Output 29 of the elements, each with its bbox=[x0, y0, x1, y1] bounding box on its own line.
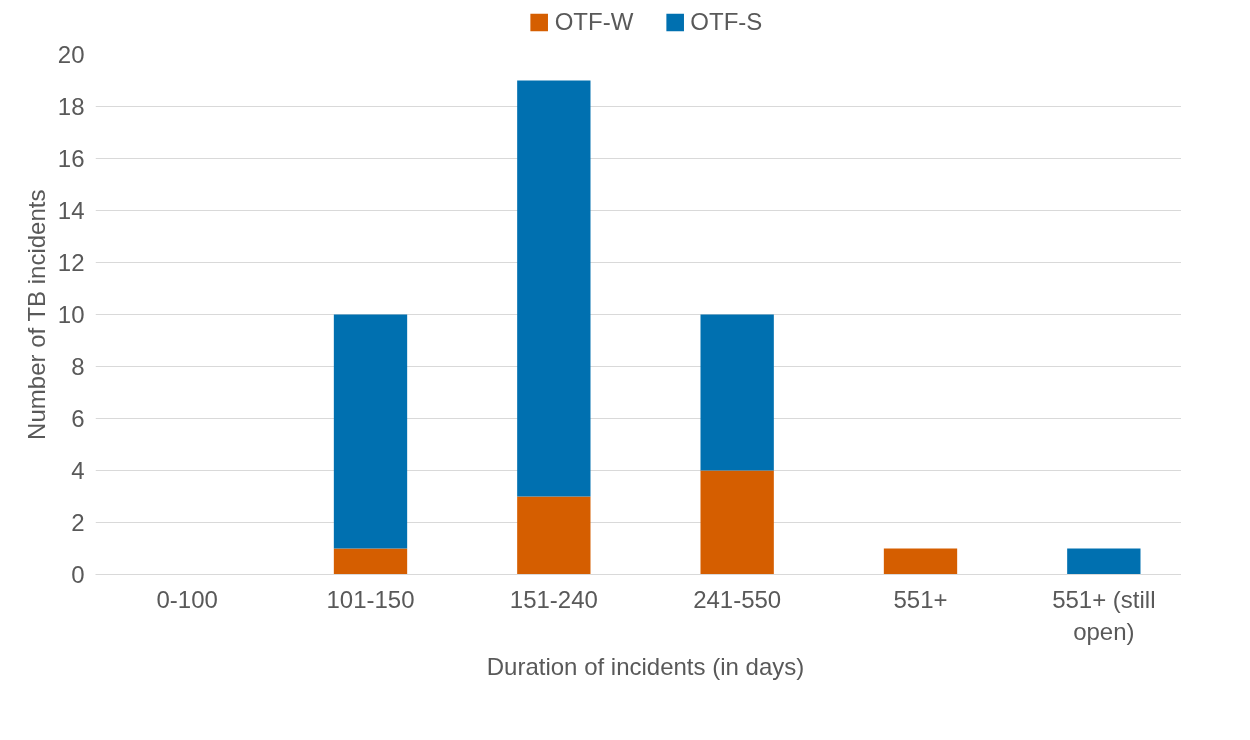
y-tick-label: 2 bbox=[71, 509, 85, 536]
bar bbox=[700, 470, 774, 575]
y-tick-label: 20 bbox=[57, 41, 85, 68]
legend-label: OTF-W bbox=[554, 8, 634, 36]
y-tick-label: 14 bbox=[57, 197, 85, 224]
x-tick-label: 241-550 bbox=[693, 585, 782, 613]
bar bbox=[517, 496, 591, 575]
x-tick-label: 551+ bbox=[893, 585, 948, 613]
y-axis-title: Number of TB incidents bbox=[22, 189, 50, 440]
x-tick-label: 0-100 bbox=[156, 585, 218, 613]
y-tick-label: 6 bbox=[71, 405, 85, 432]
x-tick-label: 101-150 bbox=[326, 585, 415, 613]
x-tick-label: 151-240 bbox=[509, 585, 598, 613]
legend-label: OTF-S bbox=[690, 8, 763, 36]
x-tick-label: 551+ (still open) bbox=[1052, 585, 1156, 645]
y-tick-label: 0 bbox=[71, 561, 85, 588]
bar bbox=[883, 548, 958, 575]
y-tick-label: 4 bbox=[71, 457, 85, 484]
y-tick-label: 8 bbox=[71, 353, 85, 380]
bar bbox=[333, 314, 408, 549]
bar bbox=[1067, 548, 1141, 575]
bar bbox=[333, 548, 408, 575]
y-tick-label: 18 bbox=[57, 93, 85, 120]
bar bbox=[517, 80, 591, 497]
x-axis-title: Duration of incidents (in days) bbox=[486, 652, 805, 680]
bar bbox=[700, 314, 774, 471]
y-tick-label: 16 bbox=[57, 145, 85, 172]
y-tick-label: 10 bbox=[57, 301, 85, 328]
y-tick-label: 12 bbox=[57, 249, 85, 276]
